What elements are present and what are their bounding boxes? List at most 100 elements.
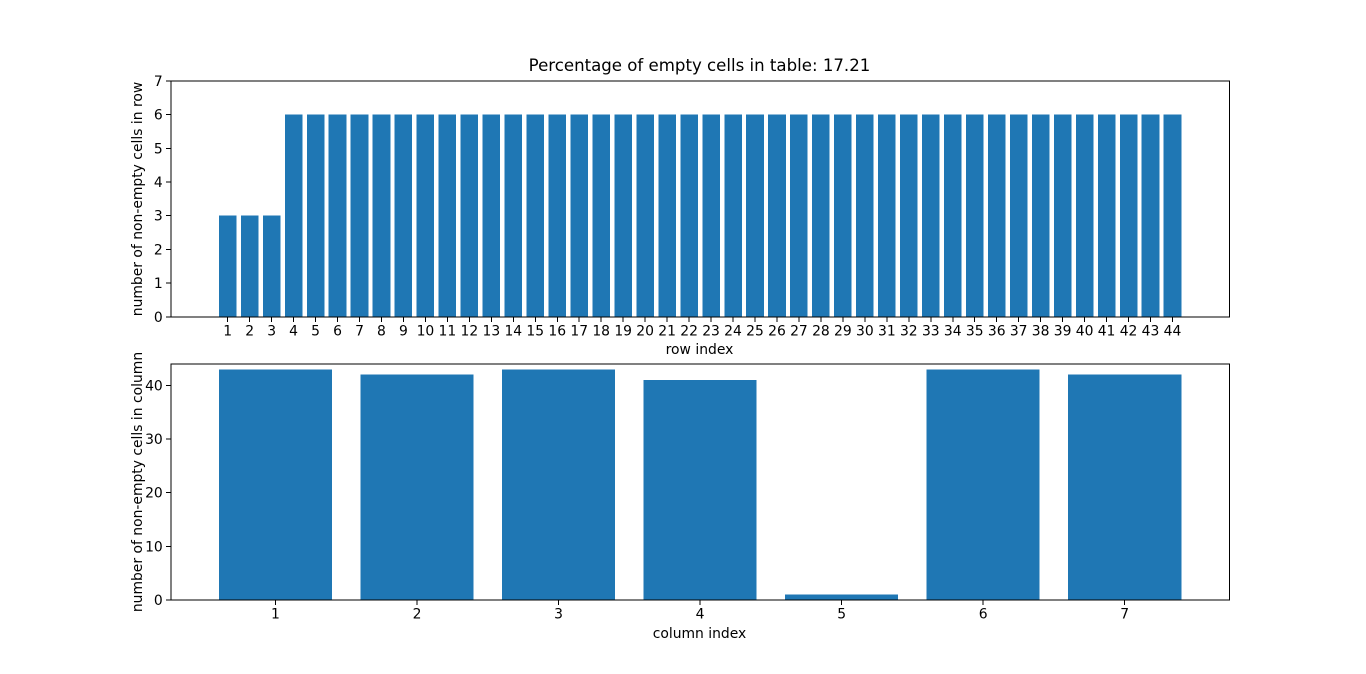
x-tick-label: 21 [658,323,676,339]
x-tick-label: 22 [680,323,698,339]
x-tick-label: 34 [944,323,962,339]
row-chart-bar-6 [328,114,347,317]
row-chart-bar-2 [240,215,259,317]
row-chart-bar-25 [746,114,764,317]
row-chart-bar-5 [306,114,325,317]
column-chart-bar-3 [501,369,616,600]
column-chart-bars [218,369,1182,600]
row-chart-x-axis-label: row index [665,342,734,358]
x-tick-label: 4 [696,606,705,622]
x-tick-label: 15 [526,323,544,339]
x-tick-label: 9 [399,323,408,339]
row-chart-bar-28 [812,114,830,317]
row-chart-bar-19 [614,114,632,317]
row-chart-bar-44 [1163,114,1182,317]
y-tick-label: 5 [154,141,163,157]
row-chart-bar-3 [262,215,281,317]
column-chart-y-ticks: 0 10 20 30 40 [145,378,171,609]
x-tick-label: 2 [413,606,422,622]
row-chart-bar-36 [987,114,1006,317]
row-chart-bars [218,114,1182,317]
row-chart: 1 2 3 4 5 6 7 8 9 10 11 12 13 14 15 16 17 18 19 20 21 22 23 24 2… [154,74,1230,339]
row-chart-y-ticks: 0 1 2 3 4 5 6 7 [154,74,171,326]
column-chart-bar-4 [643,380,757,600]
x-tick-label: 6 [333,323,342,339]
x-tick-label: 1 [271,606,280,622]
x-tick-label: 31 [878,323,896,339]
y-tick-label: 30 [145,432,163,448]
x-tick-label: 39 [1054,323,1072,339]
row-chart-bar-43 [1141,114,1160,317]
y-tick-label: 20 [145,486,163,502]
x-tick-label: 41 [1098,323,1116,339]
x-tick-label: 8 [377,323,386,339]
column-chart: 1 2 3 4 5 6 7 0 10 20 30 40 [145,363,1230,622]
row-chart-bar-35 [965,114,984,317]
y-tick-label: 2 [154,242,163,258]
row-chart-bar-39 [1053,114,1072,317]
x-tick-label: 19 [614,323,632,339]
row-chart-bar-16 [548,114,567,317]
row-chart-bar-27 [790,114,808,317]
column-chart-bar-2 [360,374,474,600]
row-chart-bar-34 [943,114,962,317]
row-chart-bar-41 [1097,114,1116,317]
x-tick-label: 18 [592,323,610,339]
x-tick-label: 11 [439,323,457,339]
column-chart-y-axis-label-text: number of non-empty cells in column [130,351,146,613]
x-tick-label: 17 [570,323,588,339]
x-tick-label: 1 [223,323,232,339]
column-chart-x-axis-label: column index [652,626,747,642]
row-chart-bar-10 [416,114,435,317]
column-chart-bar-1 [218,369,333,600]
x-tick-label: 3 [554,606,563,622]
column-chart-bar-5 [784,594,899,600]
row-chart-y-axis-label-text: number of non-empty cells in row [130,81,146,317]
column-chart-bar-7 [1068,374,1182,600]
y-tick-label: 0 [154,310,163,326]
row-chart-bar-1 [218,215,237,317]
row-chart-bar-18 [592,114,610,317]
row-chart-bar-8 [372,114,391,317]
row-chart-bar-26 [768,114,786,317]
x-tick-label: 7 [1120,606,1129,622]
row-chart-x-ticks: 1 2 3 4 5 6 7 8 9 10 11 12 13 14 15 16 17 18 19 20 21 22 23 24 2… [223,316,1182,339]
row-chart-bar-24 [724,114,742,317]
y-tick-label: 10 [145,539,163,555]
y-tick-label: 40 [145,378,163,394]
chart-title: Percentage of empty cells in table: 17.2… [528,56,871,75]
row-chart-bar-31 [878,114,896,317]
row-chart-bar-15 [526,114,545,317]
row-chart-bar-22 [680,114,698,317]
y-tick-label: 3 [154,209,163,225]
x-tick-label: 16 [548,323,566,339]
row-chart-bar-11 [438,114,457,317]
x-tick-label: 30 [856,323,874,339]
row-chart-bar-37 [1009,114,1028,317]
x-tick-label: 13 [482,323,500,339]
x-tick-label: 43 [1142,323,1160,339]
x-tick-label: 27 [790,323,808,339]
x-tick-label: 23 [702,323,720,339]
row-chart-bar-38 [1031,114,1050,317]
row-chart-bar-9 [394,114,413,317]
row-chart-bar-33 [922,114,940,317]
x-tick-label: 7 [355,323,364,339]
row-chart-bar-30 [856,114,874,317]
x-tick-label: 3 [267,323,276,339]
x-tick-label: 2 [245,323,254,339]
column-chart-x-ticks: 1 2 3 4 5 6 7 [271,599,1129,622]
x-tick-label: 26 [768,323,786,339]
row-chart-bar-21 [658,114,676,317]
y-tick-label: 4 [154,175,163,191]
x-tick-label: 44 [1164,323,1182,339]
row-chart-bar-12 [460,114,479,317]
row-chart-bar-7 [350,114,369,317]
row-chart-bar-20 [636,114,654,317]
row-chart-bar-42 [1119,114,1138,317]
row-chart-bar-4 [284,114,303,317]
x-tick-label: 42 [1120,323,1138,339]
y-tick-label: 6 [154,108,163,124]
